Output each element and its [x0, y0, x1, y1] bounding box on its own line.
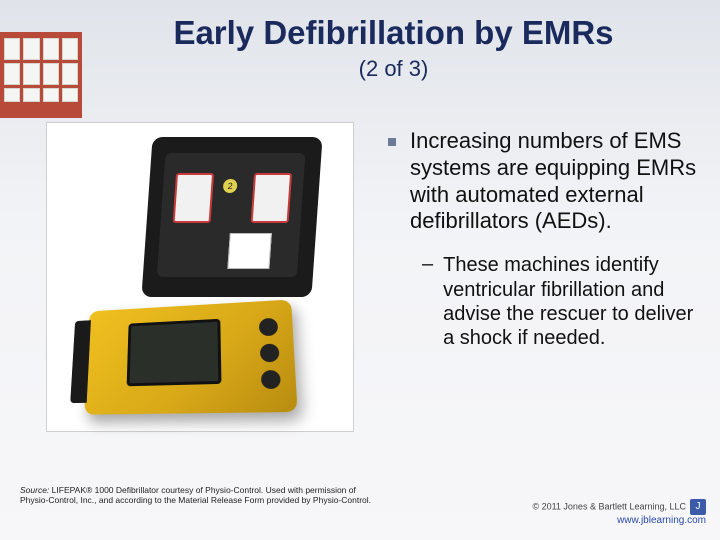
footer: © 2011 Jones & Bartlett Learning, LLC J w…: [532, 499, 706, 526]
aed-case: 1 2 3: [141, 137, 322, 297]
step-label-2: 2: [223, 179, 238, 193]
publisher-url: www.jblearning.com: [532, 515, 706, 526]
copyright-text: © 2011 Jones & Bartlett Learning, LLC: [532, 501, 686, 511]
publisher-logo-icon: J: [690, 499, 706, 515]
bullet-icon: [388, 138, 396, 146]
decorative-kit-strip: [0, 32, 82, 118]
source-label: Source:: [20, 485, 49, 495]
sub-bullet-text: These machines identify ventricular fibr…: [443, 253, 700, 351]
slide: Early Defibrillation by EMRs (2 of 3) 1 …: [0, 0, 720, 540]
aed-photo: 1 2 3: [46, 122, 354, 432]
bullet-item: Increasing numbers of EMS systems are eq…: [388, 128, 700, 235]
body-diagram: [227, 233, 272, 269]
dash-icon: –: [422, 253, 433, 276]
pad-diagram-left: [173, 173, 214, 223]
pad-diagram-right: [251, 173, 292, 223]
source-citation: Source: LIFEPAK® 1000 Defibrillator cour…: [20, 485, 380, 506]
sub-bullet-item: – These machines identify ventricular fi…: [422, 253, 700, 351]
content-area: Increasing numbers of EMS systems are eq…: [388, 128, 700, 351]
slide-title: Early Defibrillation by EMRs: [85, 14, 702, 52]
device-screen: [127, 319, 222, 386]
source-text: LIFEPAK® 1000 Defibrillator courtesy of …: [20, 485, 371, 506]
bullet-text: Increasing numbers of EMS systems are eq…: [410, 128, 700, 235]
aed-device: [84, 299, 297, 414]
device-buttons: [259, 318, 281, 389]
slide-subtitle: (2 of 3): [85, 56, 702, 82]
